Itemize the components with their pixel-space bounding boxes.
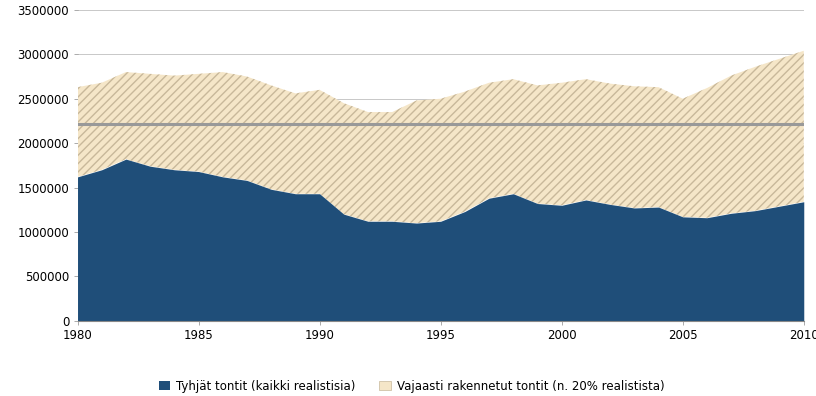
Legend: Tyhjät tontit (kaikki realistisia), Vajaasti rakennetut tontit (n. 20% realistis: Tyhjät tontit (kaikki realistisia), Vaja… xyxy=(158,379,664,392)
